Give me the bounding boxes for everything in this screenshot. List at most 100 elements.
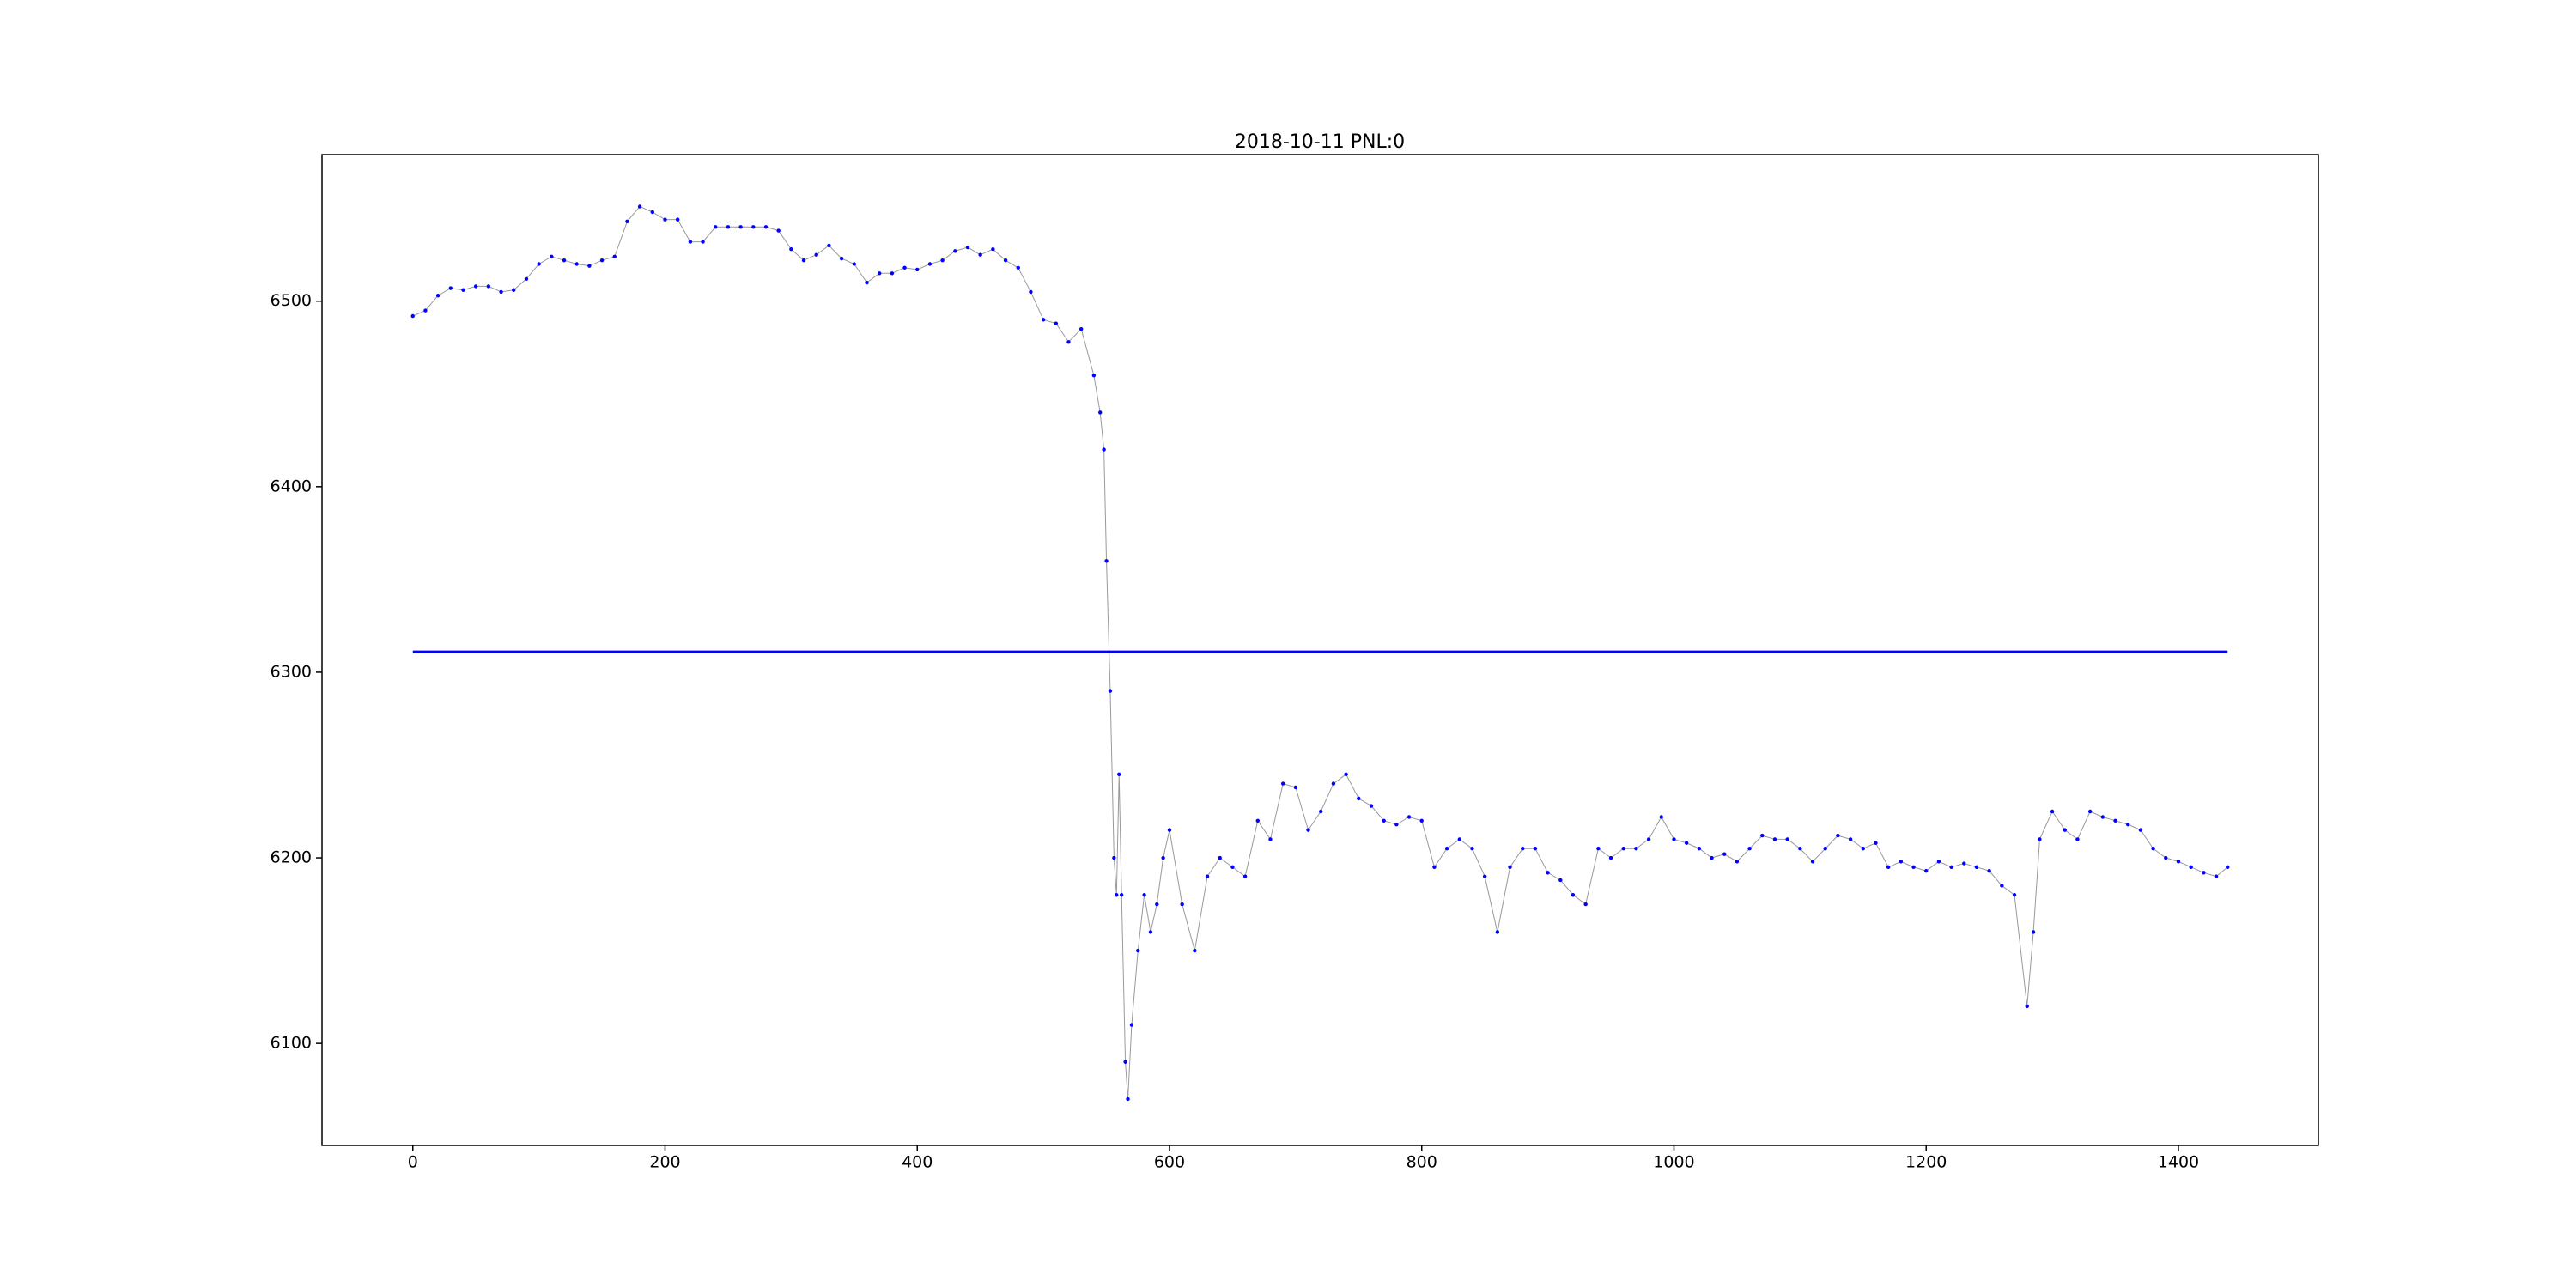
point xyxy=(1533,847,1538,851)
point xyxy=(751,225,756,229)
point xyxy=(1697,847,1702,851)
point xyxy=(574,262,579,266)
point xyxy=(1108,689,1113,693)
point xyxy=(915,267,920,272)
point xyxy=(1583,902,1588,907)
point xyxy=(1098,410,1103,415)
point xyxy=(599,258,605,263)
point xyxy=(1899,860,1904,864)
point xyxy=(637,204,642,209)
point xyxy=(1495,930,1500,934)
x-tick-label: 400 xyxy=(902,1153,933,1172)
point xyxy=(524,276,529,281)
point xyxy=(1112,855,1116,860)
point xyxy=(1785,837,1789,841)
point xyxy=(473,284,478,289)
point xyxy=(714,225,718,229)
point xyxy=(1861,847,1865,851)
point xyxy=(1331,781,1336,786)
point xyxy=(1470,847,1474,851)
x-tick-label: 200 xyxy=(649,1153,680,1172)
point xyxy=(675,217,680,222)
point xyxy=(865,280,869,285)
point xyxy=(435,294,440,298)
y-tick-label: 6100 xyxy=(270,1034,312,1053)
point xyxy=(1924,868,1929,873)
point xyxy=(1369,804,1374,808)
point xyxy=(1344,772,1348,776)
point xyxy=(1974,865,1979,870)
point xyxy=(877,271,882,276)
point xyxy=(2226,865,2230,870)
point xyxy=(1521,847,1525,851)
point xyxy=(1123,1060,1127,1064)
point xyxy=(1886,865,1891,870)
point xyxy=(789,247,793,252)
point xyxy=(2025,1004,2029,1009)
point xyxy=(1672,837,1676,841)
point xyxy=(701,240,705,244)
y-tick-label: 6300 xyxy=(270,662,312,681)
point xyxy=(1242,874,1248,878)
point xyxy=(1810,860,1815,864)
point xyxy=(612,254,617,259)
point xyxy=(1148,930,1153,934)
point xyxy=(1142,893,1146,897)
point xyxy=(625,219,629,223)
point xyxy=(1987,868,1991,873)
point xyxy=(1457,837,1461,841)
point xyxy=(1432,865,1437,870)
point xyxy=(1646,837,1651,841)
point xyxy=(726,225,731,229)
point xyxy=(1078,326,1084,331)
point xyxy=(1596,847,1601,851)
point xyxy=(1710,855,1714,860)
point xyxy=(1161,855,1165,860)
point xyxy=(1508,865,1512,870)
point xyxy=(1798,847,1802,851)
point xyxy=(1823,847,1827,851)
point xyxy=(2126,822,2130,827)
point xyxy=(1104,559,1109,563)
point xyxy=(1419,818,1424,823)
point xyxy=(1962,861,1966,866)
point xyxy=(1054,321,1059,325)
point xyxy=(1735,860,1740,864)
point xyxy=(1091,373,1097,378)
point xyxy=(1949,865,1953,870)
point xyxy=(1444,847,1449,851)
point xyxy=(423,308,428,313)
point xyxy=(927,262,933,266)
point xyxy=(2075,837,2080,841)
point xyxy=(953,249,957,253)
point xyxy=(1280,781,1285,786)
point xyxy=(1293,785,1298,790)
point xyxy=(1848,837,1853,841)
y-tick-label: 6200 xyxy=(270,848,312,867)
point xyxy=(1357,796,1361,801)
point xyxy=(1117,772,1121,776)
point xyxy=(1066,340,1071,344)
point xyxy=(1482,874,1487,878)
point xyxy=(1936,860,1941,864)
point xyxy=(2087,809,2093,814)
x-tick-label: 0 xyxy=(408,1153,418,1172)
point xyxy=(2050,809,2055,814)
point xyxy=(2000,884,2004,888)
point xyxy=(2138,828,2143,832)
point xyxy=(1911,865,1916,870)
point xyxy=(1115,893,1119,897)
point xyxy=(410,313,415,319)
point xyxy=(2031,930,2036,934)
point xyxy=(1041,318,1046,322)
point xyxy=(1382,818,1386,823)
point xyxy=(1218,855,1222,860)
point xyxy=(1634,847,1638,851)
x-tick-label: 800 xyxy=(1406,1153,1437,1172)
point xyxy=(827,243,831,248)
point xyxy=(1394,822,1399,827)
point xyxy=(1684,841,1689,845)
point xyxy=(839,256,844,261)
point xyxy=(1306,828,1310,832)
